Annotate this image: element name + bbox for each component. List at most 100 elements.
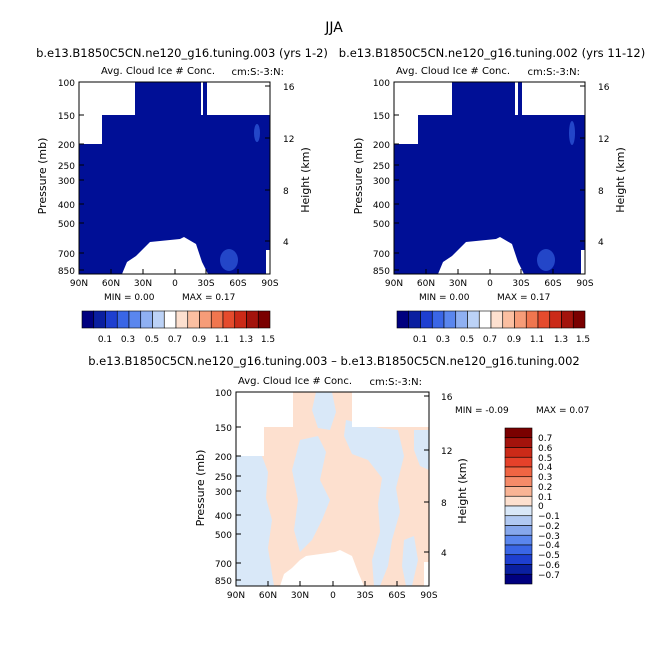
colorbar-swatch — [504, 564, 533, 575]
colorbar-swatch — [420, 310, 433, 329]
panel-3-ytick-right-8: 8 — [441, 499, 447, 509]
panel-3-ytick-700: 700 — [215, 560, 232, 570]
panel-3-xtick-90s: 90S — [420, 591, 437, 601]
colorbar-swatch — [514, 310, 527, 329]
panel-2-ytick-150: 150 — [373, 112, 390, 122]
panel-1-subtitle-left: Avg. Cloud Ice # Conc. — [101, 66, 215, 77]
panel-3-cb-label-10: −0.3 — [538, 532, 560, 542]
panel-3-cb-label-6: 0.1 — [538, 493, 552, 503]
panel-2-ytick-850: 850 — [373, 267, 390, 277]
colorbar-swatch — [504, 515, 533, 526]
panel-3-xtick-30n: 30N — [291, 591, 309, 601]
panel-2-y-ticks: 100 150 200 250 300 400 500 700 850 — [373, 79, 399, 277]
panel-2-xtick-30n: 30N — [449, 279, 467, 289]
panel-1-blob — [220, 249, 238, 271]
colorbar-swatch — [490, 310, 504, 329]
panel-2-ytick-500: 500 — [373, 220, 390, 230]
colorbar-swatch — [455, 310, 468, 329]
panel-1-subtitle-right: cm:S:-3:N: — [231, 67, 284, 78]
colorbar-swatch — [504, 456, 533, 468]
panel-3-ytick-150: 150 — [215, 424, 232, 434]
panel-1-ytick-500: 500 — [58, 220, 75, 230]
colorbar-swatch — [163, 310, 177, 329]
colorbar-swatch — [504, 495, 533, 507]
panel-1-xtick-30n: 30N — [134, 279, 152, 289]
colorbar-swatch — [504, 427, 533, 439]
panel-1-missing-top-right — [207, 82, 270, 115]
colorbar-swatch — [81, 310, 95, 329]
panel-3-xtick-90n: 90N — [227, 591, 245, 601]
panel-2-ytick-400: 400 — [373, 201, 390, 211]
panel-1: b.e13.B1850C5CN.ne120_g16.tuning.003 (yr… — [36, 46, 328, 345]
colorbar-swatch — [504, 466, 533, 478]
panel-2-colorbar: 0.1 0.3 0.5 0.7 0.9 1.1 1.3 1.5 — [396, 310, 590, 345]
panel-1-xtick-0: 0 — [172, 279, 178, 289]
panel-1-cb-label-6: 1.3 — [239, 335, 253, 345]
panel-3-ytick-right-12: 12 — [441, 447, 452, 457]
panel-2-cb-label-4: 0.9 — [507, 335, 522, 345]
colorbar-swatch — [234, 310, 247, 329]
panel-2-title: b.e13.B1850C5CN.ne120_g16.tuning.002 (yr… — [339, 46, 645, 60]
panel-1-xtick-30s: 30S — [197, 279, 214, 289]
panel-3-cb-label-12: −0.5 — [538, 551, 560, 561]
panel-1-ytick-right-4: 4 — [283, 238, 289, 248]
panel-2-xtick-0: 0 — [487, 279, 493, 289]
colorbar-swatch — [504, 447, 533, 458]
panel-1-cb-label-3: 0.7 — [168, 335, 182, 345]
panel-1-max-label: MAX = 0.17 — [182, 293, 235, 303]
panel-3: b.e13.B1850C5CN.ne120_g16.tuning.003 – b… — [88, 354, 589, 601]
panel-3-xtick-0: 0 — [330, 591, 336, 601]
panel-2-blob — [537, 249, 555, 271]
panel-3-ytick-right-16: 16 — [441, 393, 453, 403]
panel-3-negative-regions — [236, 392, 429, 586]
panel-2-xtick-30s: 30S — [512, 279, 529, 289]
panel-1-xtick-60s: 60S — [229, 279, 246, 289]
panel-2: b.e13.B1850C5CN.ne120_g16.tuning.002 (yr… — [339, 46, 645, 345]
colorbar-swatch — [504, 554, 533, 565]
panel-1-xtick-90s: 90S — [261, 279, 278, 289]
colorbar-swatch — [199, 310, 212, 329]
panel-2-cb-label-3: 0.7 — [483, 335, 497, 345]
panel-3-cb-label-8: −0.1 — [538, 512, 560, 522]
panel-3-cb-label-1: 0.6 — [538, 444, 553, 454]
panel-2-cb-label-5: 1.1 — [530, 335, 544, 345]
panel-2-cb-label-2: 0.5 — [460, 335, 474, 345]
panel-2-ytick-250: 250 — [373, 162, 390, 172]
colorbar-swatch — [210, 310, 224, 329]
panel-2-ytick-right-12: 12 — [598, 135, 609, 145]
panel-3-cb-label-3: 0.4 — [538, 463, 553, 473]
panel-1-title: b.e13.B1850C5CN.ne120_g16.tuning.003 (yr… — [36, 46, 328, 60]
colorbar-swatch — [549, 310, 562, 329]
panel-1-ytick-right-12: 12 — [283, 135, 294, 145]
colorbar-swatch — [443, 310, 457, 329]
panel-3-cb-label-9: −0.2 — [538, 522, 560, 532]
panel-1-cb-label-2: 0.5 — [145, 335, 159, 345]
panel-1-colorbar: 0.1 0.3 0.5 0.7 0.9 1.1 1.3 1.5 — [81, 310, 275, 345]
panel-3-subtitle-left: Avg. Cloud Ice # Conc. — [238, 376, 352, 387]
panel-1-xtick-90n: 90N — [70, 279, 88, 289]
panel-3-xtick-60s: 60S — [388, 591, 405, 601]
colorbar-swatch — [504, 486, 533, 497]
panel-3-cb-label-11: −0.4 — [538, 541, 560, 551]
colorbar-swatch — [431, 310, 445, 329]
colorbar-swatch — [467, 310, 480, 329]
panel-3-ytick-400: 400 — [215, 512, 232, 522]
colorbar-swatch — [504, 476, 533, 487]
panel-1-cb-label-7: 1.5 — [261, 335, 275, 345]
panel-3-plot — [235, 391, 430, 587]
panel-1-ytick-850: 850 — [58, 267, 75, 277]
colorbar-swatch — [502, 310, 515, 329]
panel-3-y-ticks: 100 150 200 250 300 400 500 700 850 — [215, 389, 241, 587]
colorbar-swatch — [504, 573, 533, 585]
colorbar-swatch — [116, 310, 130, 329]
panel-2-cb-label-6: 1.3 — [554, 335, 568, 345]
panel-2-min-label: MIN = 0.00 — [419, 293, 470, 303]
panel-3-missing-right-edge — [424, 562, 429, 586]
panel-2-thin-gap — [515, 82, 518, 115]
panel-3-cb-label-5: 0.2 — [538, 483, 552, 493]
colorbar-swatch — [561, 310, 574, 329]
panel-1-ylabel-right: Height (km) — [299, 147, 312, 213]
colorbar-swatch — [504, 544, 533, 556]
panel-1-cb-label-1: 0.3 — [121, 335, 135, 345]
colorbar-swatch — [222, 310, 236, 329]
